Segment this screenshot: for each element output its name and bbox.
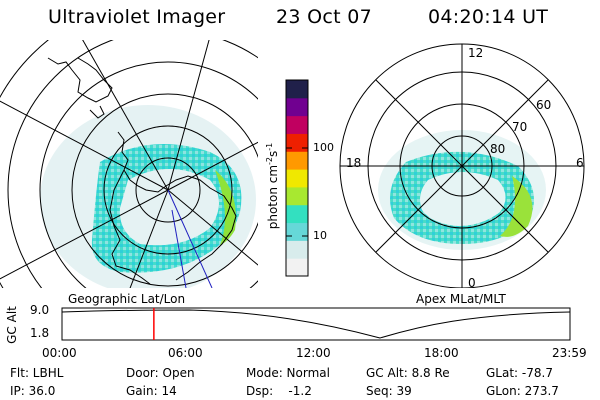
colorbar-stripe [286,258,308,277]
colorbar-stripe [286,97,308,117]
status-flt: Flt: LBHL [10,366,64,380]
altitude-curve [61,309,571,339]
instrument-title: Ultraviolet Imager [48,6,226,28]
timeline-x-2359: 23:59 [552,346,587,360]
timeline-ymax: 9.0 [30,303,50,317]
colorbar-ticks [286,147,308,237]
status-gc-alt: GC Alt: 8.8 Re [366,366,450,380]
status-seq: Seq: 39 [366,384,412,398]
mlat-label-70: 70 [512,120,528,134]
magnetic-map [339,43,585,288]
aurora-oval [390,151,534,244]
colorbar-tick-10: 10 [313,229,327,242]
timeline-axis-label: GC Alt [4,306,19,344]
colorbar-stripe [286,151,308,170]
colorbar-stripe [286,169,308,188]
status-glon: GLon: 273.7 [486,384,559,398]
colorbar-stripe [286,133,308,152]
mlt-label-12: 12 [468,46,484,60]
status-door: Door: Open [126,366,195,380]
colorbar-stripe [286,80,308,99]
colorbar-stripe [286,115,308,134]
coastlines [47,57,237,285]
latitude-circles [0,40,258,288]
colorbar-stripe [286,186,308,206]
mlat-label-60: 60 [536,98,552,112]
mlt-label-0: 0 [468,276,476,290]
status-glat: GLat: -78.7 [486,366,553,380]
aurora-green-band [215,170,236,245]
timeline-ymin: 1.8 [30,326,50,340]
satellite-track [167,189,213,288]
meridian-lines [0,40,258,288]
status-dsp: Dsp: -1.2 [246,384,312,398]
colorbar-tick-100: 100 [313,141,334,154]
status-mode: Mode: Normal [246,366,330,380]
altitude-timeline [61,307,571,341]
colorbar-unit-label: photon cm-2s-1 [265,142,280,230]
mlt-lines [340,44,584,288]
colorbar-gradient [286,80,308,277]
colorbar-stripe [286,204,308,224]
mlt-label-6: 6 [576,156,584,170]
colorbar-stripe [286,222,308,241]
timeline-x-1200: 12:00 [296,346,331,360]
colorbar [285,79,309,277]
timeline-x-1800: 18:00 [424,346,459,360]
geographic-map [0,40,258,288]
colorbar-stripe [286,240,308,259]
mlt-label-18: 18 [346,156,362,170]
aurora-green-band [500,176,533,237]
right-map-label: Apex MLat/MLT [416,292,506,306]
timeline-x-0600: 06:00 [168,346,203,360]
timeline-x-0000: 00:00 [42,346,77,360]
date-label: 23 Oct 07 [276,6,372,28]
status-gain: Gain: 14 [126,384,177,398]
status-ip: IP: 36.0 [10,384,56,398]
left-map-label: Geographic Lat/Lon [68,292,186,306]
time-label: 04:20:14 UT [428,6,549,28]
mlat-label-80: 80 [490,142,506,156]
